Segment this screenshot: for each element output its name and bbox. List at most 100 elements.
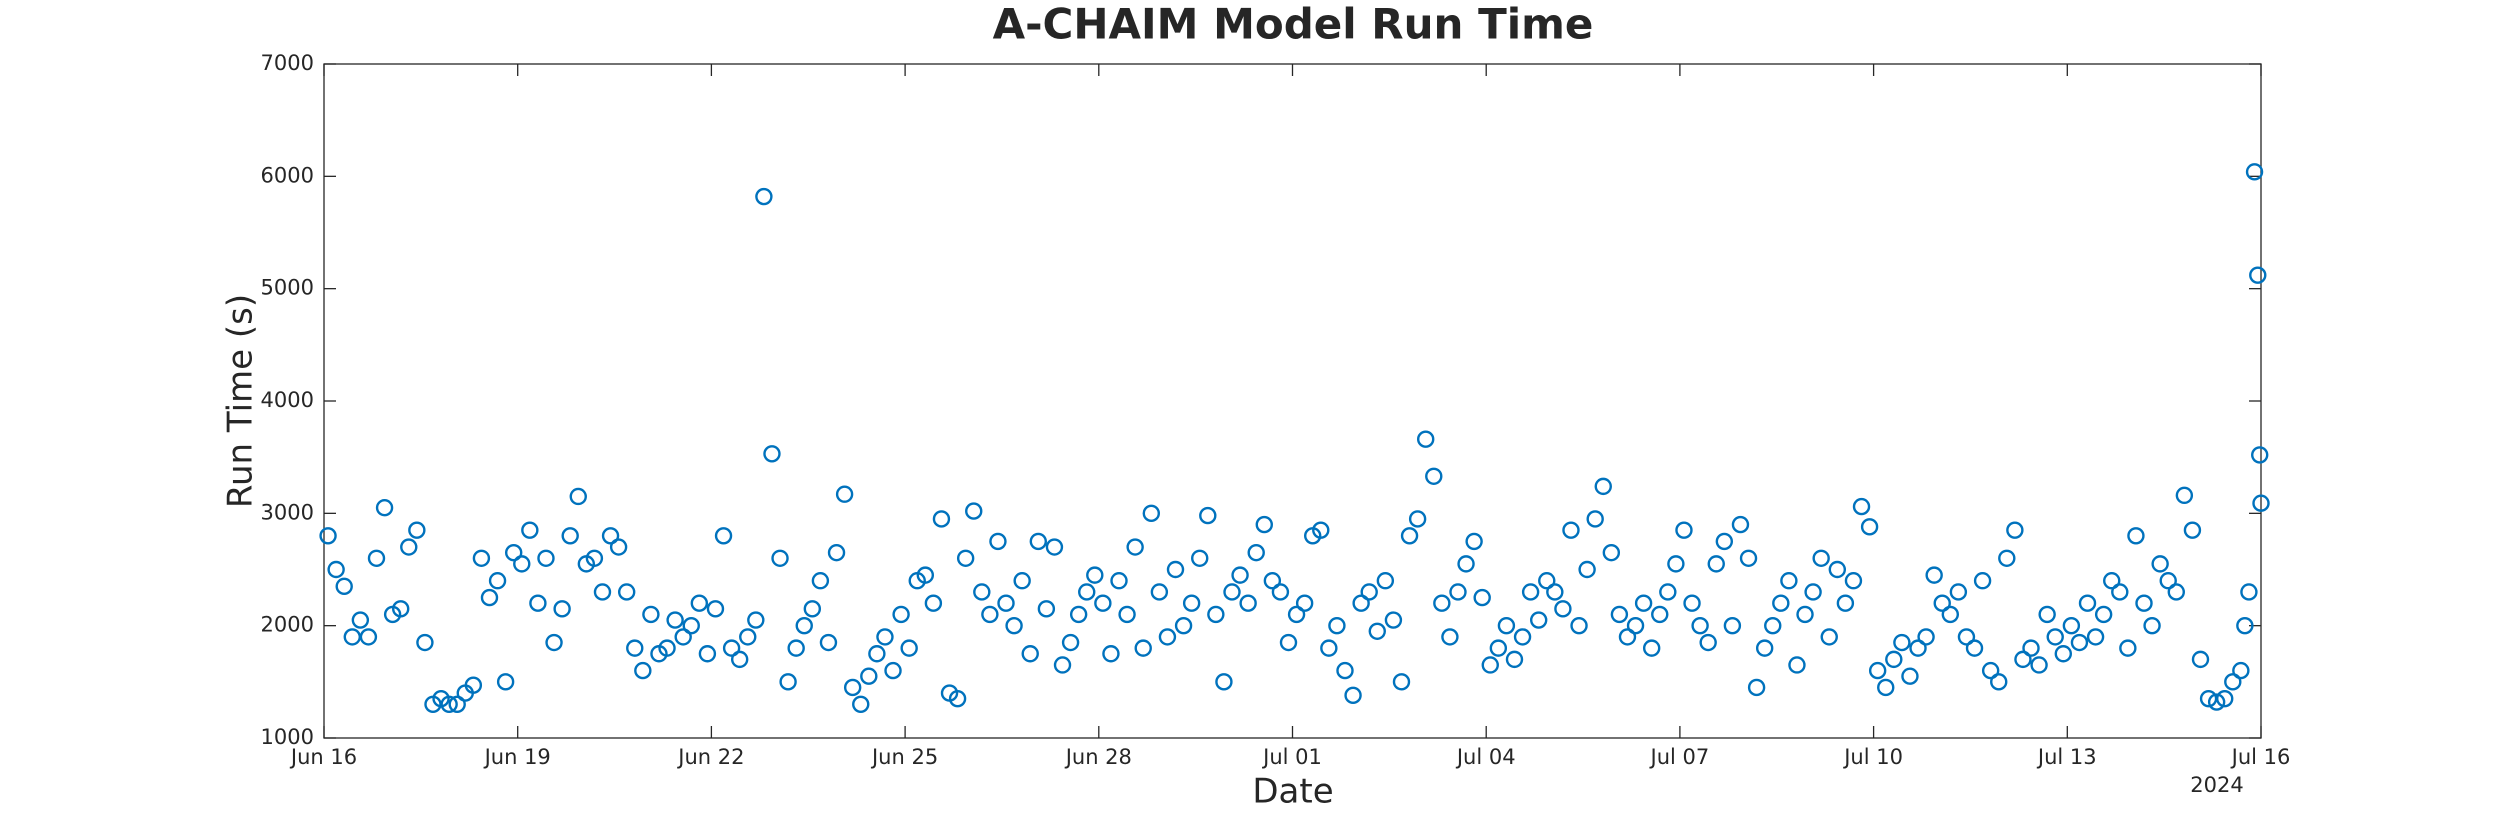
x-axis-label: Date <box>1252 772 1333 812</box>
x-tick-label: Jul 13 <box>2036 745 2097 769</box>
data-point <box>747 611 765 629</box>
data-point <box>1457 555 1475 573</box>
data-point <box>2030 656 2048 674</box>
data-point <box>1182 594 1201 612</box>
data-point <box>755 187 773 206</box>
data-point <box>965 502 983 520</box>
data-point <box>1497 616 1516 635</box>
data-point <box>2240 583 2258 601</box>
data-point <box>2094 605 2113 624</box>
data-point <box>892 605 910 624</box>
data-point <box>472 549 491 567</box>
data-point <box>1158 628 1177 646</box>
data-point <box>480 588 499 607</box>
data-point <box>319 527 337 545</box>
data-point <box>1271 583 1290 601</box>
y-tick-label: 6000 <box>261 163 314 187</box>
x-year-label: 2024 <box>2190 773 2243 797</box>
data-point <box>2143 616 2161 635</box>
data-point <box>722 639 741 657</box>
data-point <box>1287 605 1306 624</box>
data-point <box>1489 639 1508 657</box>
data-point <box>2232 661 2250 680</box>
data-point <box>2236 616 2254 635</box>
data-point <box>1352 594 1370 612</box>
data-point <box>601 527 620 545</box>
data-point <box>835 485 854 503</box>
data-point <box>1255 515 1273 534</box>
data-point <box>2159 572 2177 590</box>
data-point <box>1707 555 1725 573</box>
data-point <box>730 650 749 669</box>
data-point <box>1376 572 1395 590</box>
data-point <box>2062 616 2081 635</box>
data-point <box>1433 594 1451 612</box>
data-point <box>1917 628 1935 646</box>
data-point <box>2127 527 2145 545</box>
data-point <box>787 639 805 657</box>
data-point <box>1069 605 1088 624</box>
data-point <box>1150 583 1169 601</box>
data-point <box>416 633 434 652</box>
data-point <box>1110 572 1128 590</box>
data-point <box>1449 583 1467 601</box>
y-tick-label: 2000 <box>261 613 314 637</box>
data-point <box>327 560 345 579</box>
data-point <box>1780 572 1798 590</box>
data-point <box>1634 594 1653 612</box>
data-point <box>1965 639 1984 657</box>
data-point <box>1312 521 1330 539</box>
data-point <box>1981 661 2000 680</box>
data-point <box>1683 594 1701 612</box>
data-point <box>1473 588 1491 607</box>
data-point <box>569 487 587 506</box>
data-point <box>504 543 523 562</box>
x-tick-label: Jul 04 <box>1455 745 1516 769</box>
data-point <box>714 527 733 545</box>
x-tick-label: Jun 19 <box>483 745 551 769</box>
data-point <box>1384 611 1403 629</box>
data-point <box>1400 527 1419 545</box>
data-point <box>1215 673 1233 691</box>
data-point <box>561 527 579 545</box>
data-point <box>1885 650 1903 669</box>
data-point <box>1804 583 1822 601</box>
data-point <box>1166 560 1185 579</box>
data-point <box>860 667 878 685</box>
data-point <box>2038 605 2056 624</box>
data-point <box>1263 572 1282 590</box>
data-point <box>2078 594 2097 612</box>
data-point <box>351 611 370 629</box>
data-point <box>1586 510 1604 528</box>
data-point <box>496 673 515 691</box>
data-point <box>400 538 418 556</box>
data-point <box>642 605 660 624</box>
data-point <box>343 628 361 646</box>
data-point <box>1094 594 1112 612</box>
data-point <box>1231 566 1249 584</box>
data-point <box>1731 515 1750 534</box>
data-point <box>1812 549 1830 567</box>
data-point <box>1320 639 1338 657</box>
data-point <box>973 583 991 601</box>
data-point <box>956 549 975 567</box>
data-point <box>1715 532 1734 551</box>
data-point <box>1852 497 1871 516</box>
data-point <box>375 499 394 517</box>
x-tick-label: Jun 16 <box>289 745 357 769</box>
data-point <box>868 645 886 663</box>
data-point <box>2251 446 2269 464</box>
data-point <box>819 633 838 652</box>
data-point <box>1134 639 1152 657</box>
data-point <box>1053 656 1072 674</box>
data-point <box>1723 616 1742 635</box>
data-point <box>1546 583 1564 601</box>
data-point <box>2167 583 2185 601</box>
data-point <box>1199 506 1217 525</box>
data-point <box>876 628 894 646</box>
data-point <box>367 549 386 567</box>
data-point <box>795 616 813 635</box>
data-point <box>2252 494 2270 512</box>
data-point <box>2135 594 2153 612</box>
